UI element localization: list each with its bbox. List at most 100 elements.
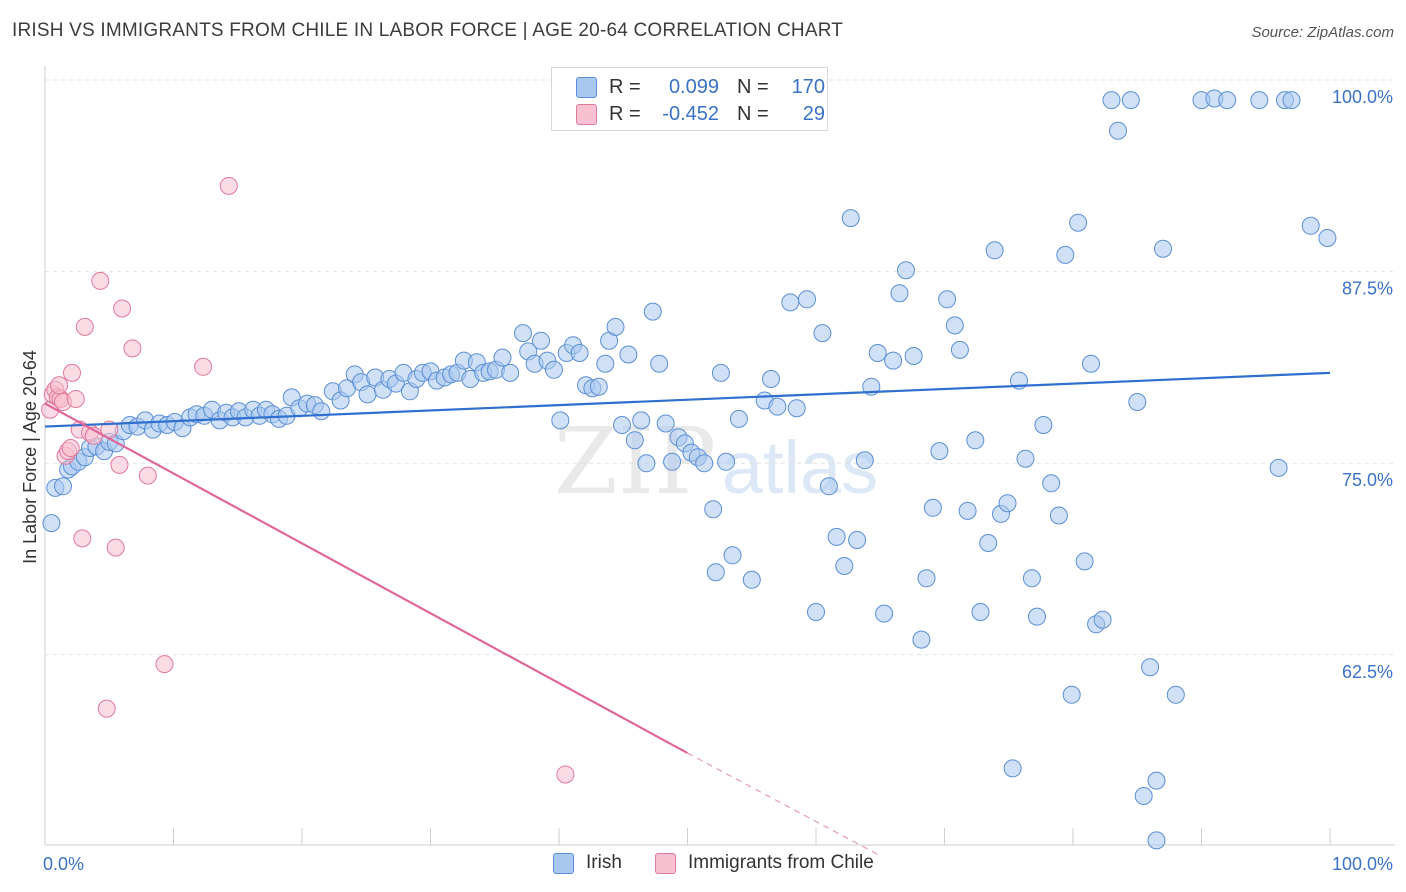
chile-point[interactable] (556, 765, 575, 784)
chile-point[interactable] (73, 529, 92, 548)
irish-point[interactable] (1056, 245, 1075, 264)
chile-point[interactable] (66, 390, 85, 408)
irish-point[interactable] (650, 354, 669, 373)
irish-point[interactable] (656, 414, 675, 433)
irish-point[interactable] (42, 514, 61, 533)
chile-point[interactable] (123, 339, 142, 358)
irish-point[interactable] (904, 347, 923, 365)
irish-point[interactable] (884, 351, 903, 370)
irish-point[interactable] (819, 477, 838, 496)
irish-point[interactable] (841, 209, 860, 228)
irish-point[interactable] (1075, 552, 1094, 571)
irish-point[interactable] (827, 527, 846, 546)
chile-point[interactable] (97, 699, 116, 718)
irish-point[interactable] (1102, 91, 1121, 110)
irish-point[interactable] (1121, 91, 1140, 110)
irish-point[interactable] (514, 324, 532, 343)
irish-point[interactable] (717, 452, 736, 471)
irish-point[interactable] (570, 344, 589, 362)
irish-point[interactable] (1028, 607, 1046, 626)
irish-point[interactable] (1218, 91, 1237, 110)
irish-point[interactable] (1147, 771, 1166, 790)
irish-point[interactable] (1093, 610, 1112, 629)
irish-point[interactable] (358, 385, 377, 404)
irish-point[interactable] (979, 534, 998, 552)
legend-item-irish[interactable]: Irish (553, 852, 622, 874)
irish-point[interactable] (1301, 216, 1320, 235)
irish-point[interactable] (1128, 393, 1147, 411)
irish-point[interactable] (781, 293, 800, 312)
irish-point[interactable] (813, 324, 832, 343)
irish-point[interactable] (1003, 759, 1022, 778)
irish-point[interactable] (1069, 213, 1088, 232)
irish-point[interactable] (1250, 91, 1269, 110)
irish-point[interactable] (1082, 354, 1100, 373)
irish-point[interactable] (835, 557, 854, 575)
chile-point[interactable] (61, 439, 80, 457)
irish-point[interactable] (897, 261, 915, 280)
irish-point[interactable] (807, 603, 825, 621)
chile-point[interactable] (138, 466, 157, 485)
irish-point[interactable] (923, 498, 942, 517)
irish-point[interactable] (706, 563, 725, 582)
chile-point[interactable] (91, 271, 110, 290)
irish-point[interactable] (501, 363, 520, 382)
chile-point[interactable] (113, 299, 132, 318)
irish-point[interactable] (54, 477, 72, 496)
irish-point[interactable] (606, 317, 625, 336)
irish-point[interactable] (1134, 787, 1153, 805)
chile-point[interactable] (63, 363, 81, 382)
irish-point[interactable] (848, 531, 867, 549)
chile-point[interactable] (50, 376, 69, 395)
irish-point[interactable] (1062, 685, 1081, 704)
irish-point[interactable] (1034, 416, 1053, 434)
irish-point[interactable] (855, 451, 874, 470)
irish-point[interactable] (998, 494, 1017, 513)
irish-point[interactable] (798, 290, 816, 309)
irish-point[interactable] (1016, 449, 1035, 468)
legend-item-chile[interactable]: Immigrants from Chile (655, 852, 874, 874)
irish-point[interactable] (768, 397, 787, 416)
irish-point[interactable] (1042, 474, 1061, 493)
irish-point[interactable] (945, 316, 964, 335)
irish-point[interactable] (632, 411, 651, 430)
irish-point[interactable] (695, 454, 714, 473)
irish-point[interactable] (938, 290, 957, 309)
chile-point[interactable] (106, 538, 125, 557)
irish-point[interactable] (868, 344, 887, 362)
irish-point[interactable] (985, 241, 1004, 260)
irish-point[interactable] (637, 454, 656, 473)
irish-point[interactable] (1049, 506, 1068, 525)
chile-point[interactable] (219, 176, 238, 195)
irish-point[interactable] (1154, 239, 1172, 258)
irish-point[interactable] (875, 604, 894, 623)
irish-point[interactable] (1022, 569, 1041, 588)
irish-point[interactable] (729, 409, 748, 428)
irish-point[interactable] (762, 370, 780, 388)
irish-point[interactable] (787, 399, 806, 418)
irish-point[interactable] (1141, 658, 1160, 677)
chile-point[interactable] (155, 655, 174, 674)
irish-point[interactable] (1269, 458, 1288, 477)
irish-point[interactable] (971, 603, 990, 621)
irish-point[interactable] (704, 500, 723, 519)
irish-point[interactable] (551, 411, 570, 430)
irish-point[interactable] (312, 402, 331, 421)
irish-point[interactable] (589, 377, 608, 396)
irish-point[interactable] (596, 354, 615, 373)
irish-point[interactable] (532, 331, 550, 350)
irish-point[interactable] (912, 630, 931, 649)
irish-point[interactable] (493, 348, 512, 367)
irish-point[interactable] (1147, 831, 1166, 850)
irish-point[interactable] (742, 570, 761, 589)
irish-point[interactable] (613, 416, 631, 434)
irish-point[interactable] (1166, 685, 1185, 704)
irish-point[interactable] (625, 431, 644, 450)
irish-point[interactable] (1318, 229, 1337, 247)
irish-point[interactable] (958, 501, 977, 520)
irish-point[interactable] (917, 569, 936, 588)
irish-point[interactable] (950, 340, 969, 359)
irish-point[interactable] (723, 546, 742, 565)
irish-point[interactable] (1109, 121, 1127, 140)
irish-point[interactable] (711, 363, 730, 382)
